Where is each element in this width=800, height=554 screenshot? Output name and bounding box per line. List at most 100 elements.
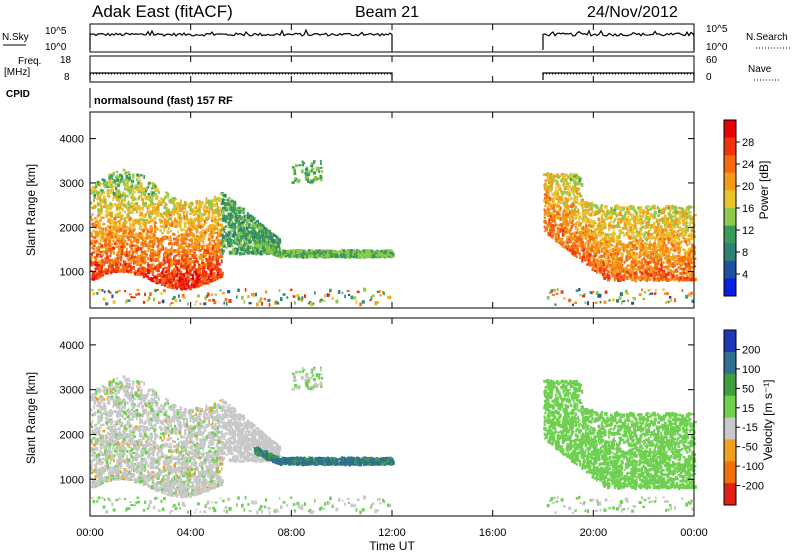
power-cell [108, 189, 111, 192]
power-cell [114, 182, 117, 186]
power-cell [251, 237, 255, 241]
power-cell [320, 178, 323, 182]
power-cell [136, 178, 138, 182]
power-cell [207, 273, 211, 276]
power-cell [95, 273, 98, 278]
power-cell [226, 233, 230, 238]
power-cell [203, 219, 206, 224]
power-cell [386, 251, 389, 255]
power-cell [369, 299, 372, 302]
power-cell [667, 300, 670, 304]
power-cell [238, 206, 241, 209]
power-cell [93, 190, 97, 193]
power-cell [157, 301, 161, 305]
power-cell [241, 236, 244, 240]
power-cell [119, 227, 123, 232]
power-cell [156, 269, 160, 273]
power-cell [304, 167, 309, 172]
power-cell [257, 230, 261, 235]
power-cell [195, 247, 198, 251]
power-cell [102, 222, 106, 226]
power-cell [227, 197, 231, 200]
power-cell [94, 221, 96, 225]
power-cell [133, 271, 136, 274]
power-cell [135, 209, 138, 214]
power-cell [162, 245, 164, 249]
power-cell [107, 243, 111, 247]
power-cell [134, 270, 137, 273]
power-cell [117, 198, 121, 202]
power-cell [163, 205, 167, 210]
power-cell [187, 246, 190, 250]
power-cell [189, 286, 192, 291]
power-cell [281, 254, 284, 258]
power-cell [128, 264, 132, 268]
power-cell [131, 236, 135, 238]
power-cell [207, 276, 210, 280]
power-cell [149, 278, 152, 281]
power-cell [131, 254, 133, 257]
power-cell [90, 270, 93, 272]
power-cell [97, 245, 100, 250]
power-cell [117, 267, 121, 272]
power-cell [94, 230, 97, 234]
power-cell [212, 239, 216, 243]
power-cell [176, 259, 179, 263]
power-cell [341, 291, 344, 294]
power-cell [161, 244, 163, 249]
power-cell [99, 196, 101, 200]
power-cell [211, 214, 214, 218]
power-cell [246, 244, 250, 249]
power-cell [110, 212, 114, 217]
power-cell [154, 289, 157, 293]
power-cell [161, 236, 164, 239]
power-cell [132, 220, 136, 225]
power-cell [208, 268, 212, 272]
power-cell [134, 232, 138, 236]
power-cell [146, 268, 150, 273]
power-cell [136, 269, 140, 273]
power-cell [188, 286, 191, 289]
power-cell [161, 277, 165, 281]
power-cell [212, 278, 215, 282]
power-cell [210, 204, 214, 208]
power-cell [233, 251, 237, 255]
power-cell [117, 239, 121, 243]
power-cell [133, 238, 136, 243]
power-cell [168, 262, 171, 265]
power-cell [184, 204, 187, 207]
power-cell [100, 182, 103, 185]
power-cell [232, 248, 235, 252]
power-cell [189, 278, 192, 281]
power-cell [265, 228, 269, 232]
power-cell [135, 238, 139, 243]
power-cell [115, 221, 118, 224]
power-cell [143, 188, 147, 193]
power-cell [375, 250, 378, 253]
power-cell [200, 254, 203, 259]
power-cell [226, 206, 230, 210]
power-cell [237, 208, 240, 212]
power-cell [157, 254, 161, 259]
power-cell [595, 291, 599, 295]
power-cell [624, 211, 627, 214]
nave-tick-top: 60 [706, 55, 718, 66]
power-cell [216, 214, 219, 218]
power-cell [267, 238, 270, 243]
power-cell [211, 199, 214, 203]
power-cell [117, 234, 120, 238]
noise-trace-segment [89, 28, 393, 50]
power-cell [127, 299, 131, 302]
power-cell [359, 302, 362, 307]
power-cell [93, 240, 97, 244]
power-cell [164, 212, 168, 216]
power-cell [212, 254, 215, 257]
power-cell [172, 286, 175, 289]
power-cell [268, 230, 271, 235]
power-cell [178, 254, 181, 257]
power-cell [203, 251, 207, 255]
power-cell [92, 198, 96, 203]
power-cell [132, 175, 135, 180]
power-cell [147, 296, 151, 301]
power-cell [131, 250, 135, 255]
